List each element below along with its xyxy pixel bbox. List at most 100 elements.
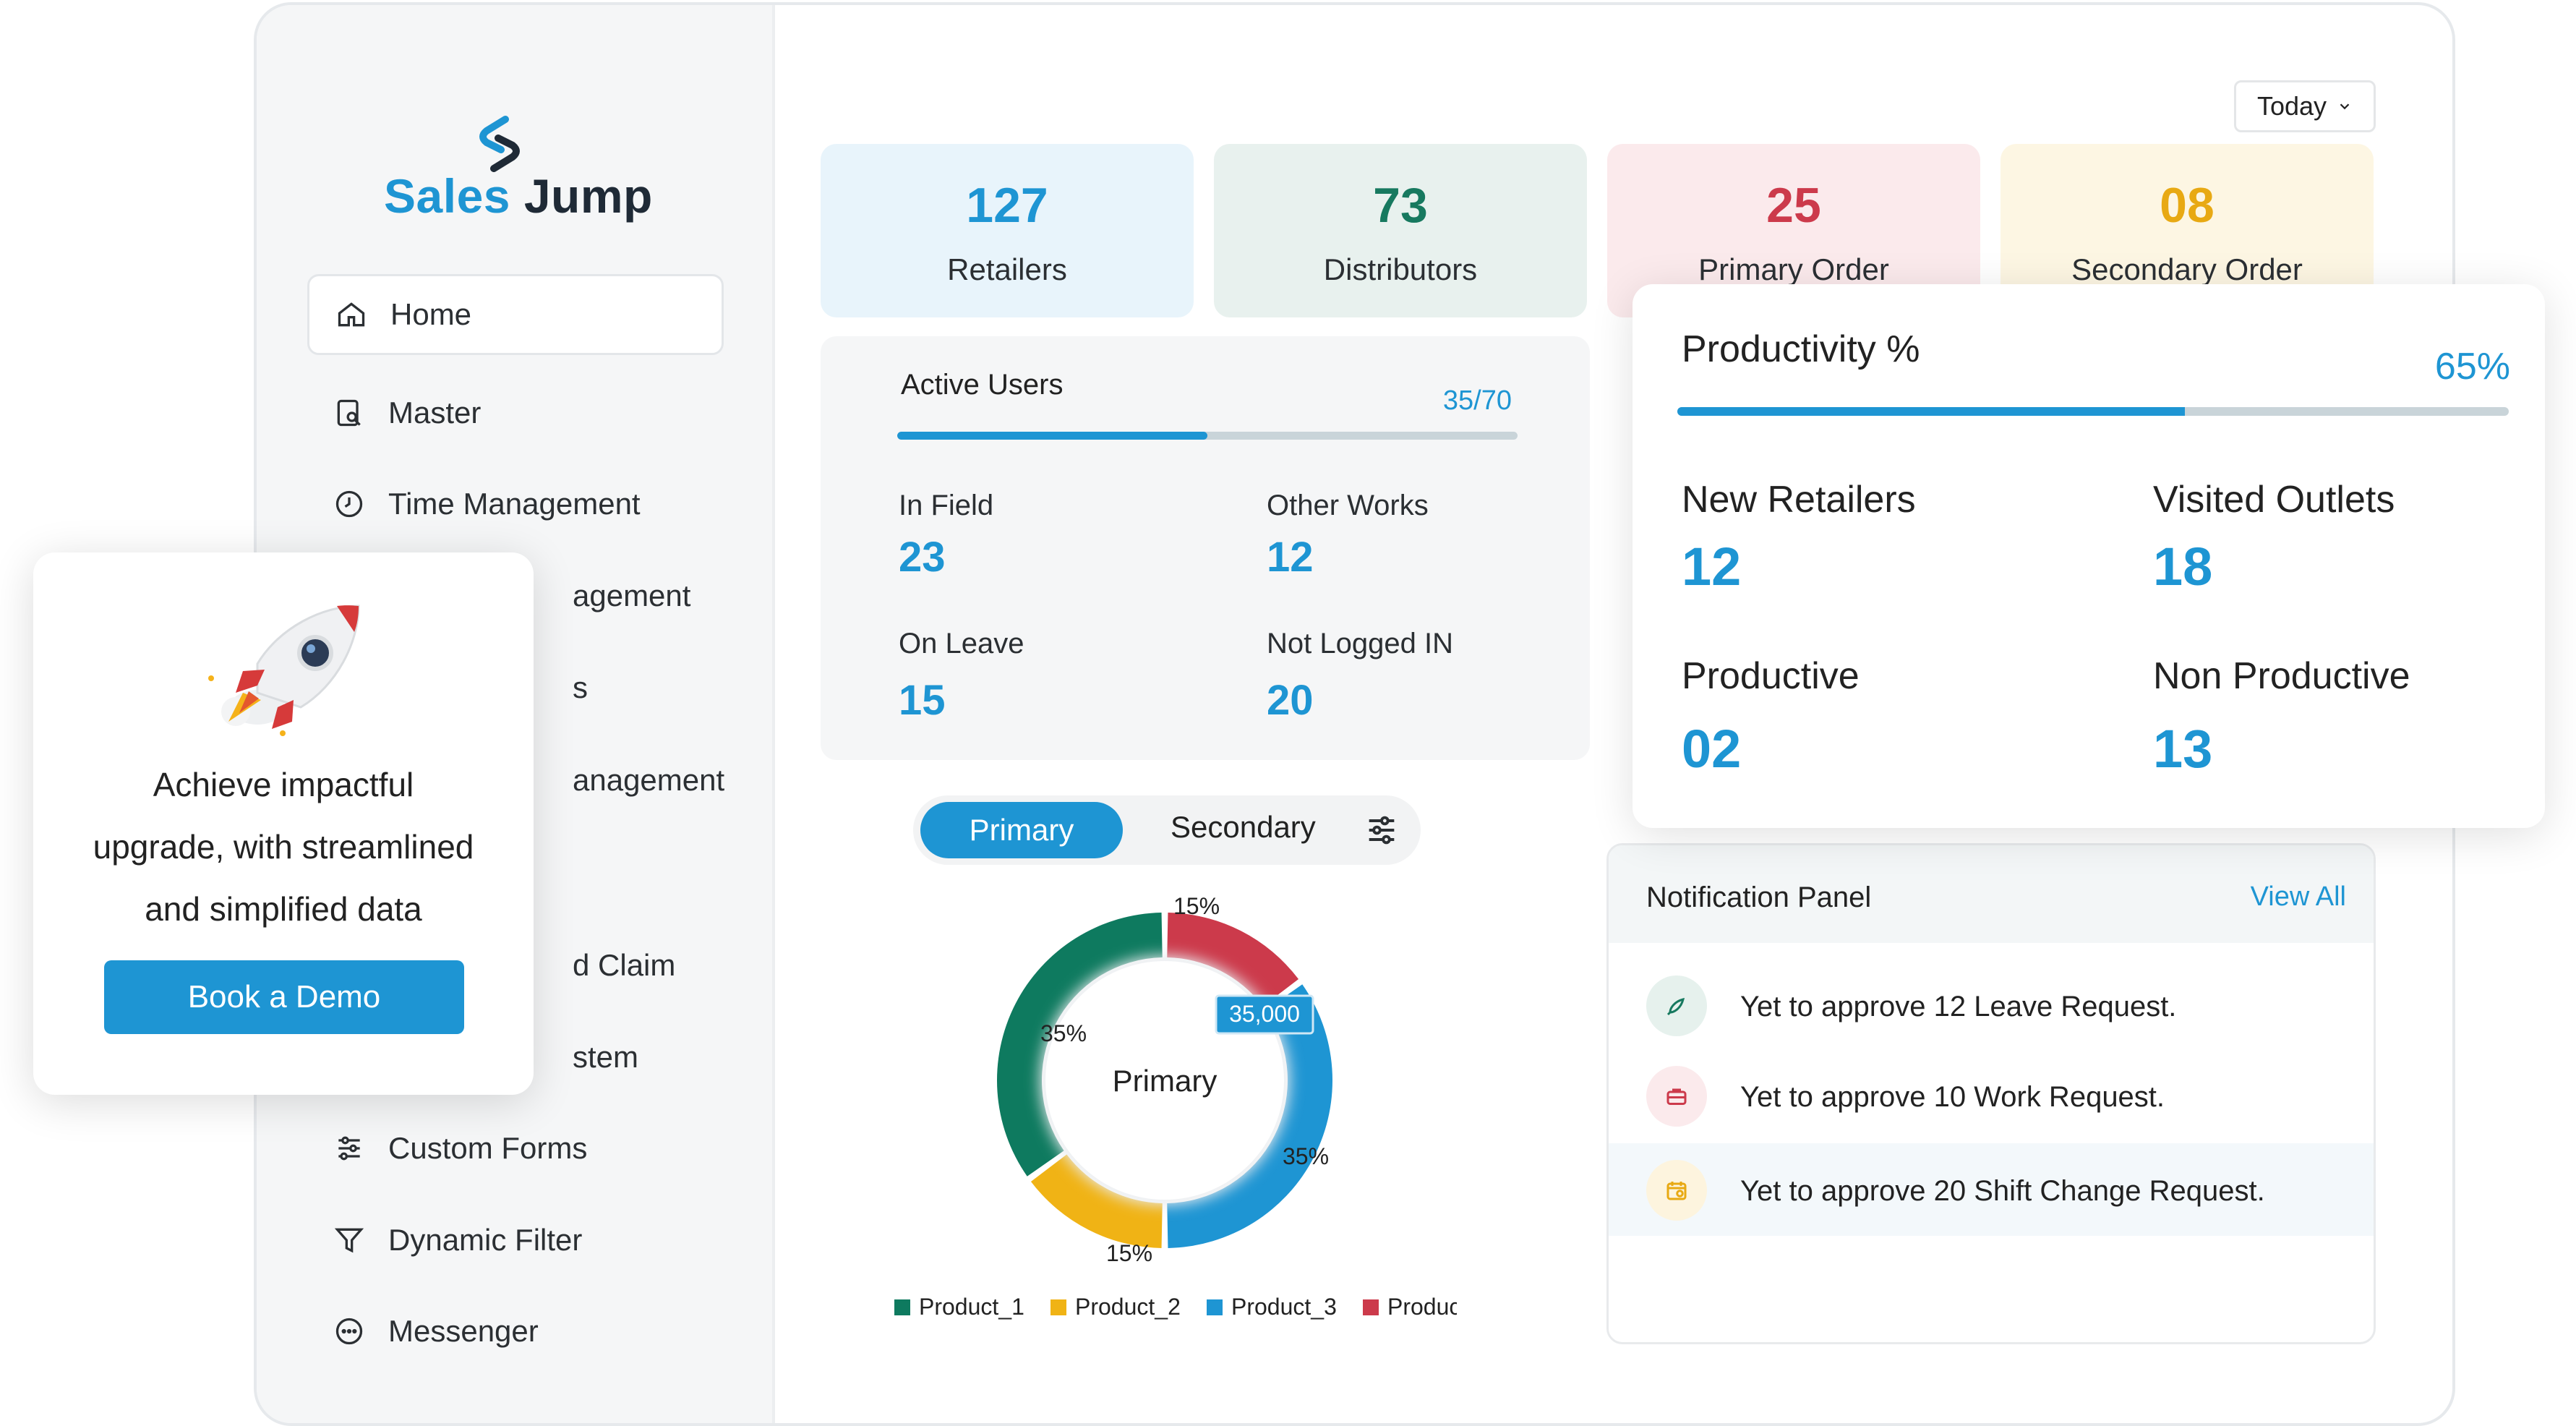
filter-settings-icon[interactable] (1363, 811, 1400, 849)
slice-label-product-1: 35% (1040, 1020, 1087, 1046)
stat-value: 25 (1766, 178, 1821, 233)
stat-value: 127 (966, 178, 1048, 233)
sidebar-item-partial-2[interactable]: s (307, 647, 724, 728)
stat-label: Distributors (1323, 252, 1478, 286)
productivity-progress (1677, 407, 2509, 416)
sidebar-item-messenger[interactable]: Messenger (307, 1291, 724, 1372)
notification-text: Yet to approve 10 Work Request. (1740, 1081, 2165, 1113)
notification-panel: Notification Panel View All Yet to appro… (1606, 843, 2376, 1344)
legend-label: Product_1 (919, 1294, 1024, 1320)
legend-label: Product_3 (1231, 1294, 1337, 1320)
toggle-primary[interactable]: Primary (920, 802, 1123, 858)
sidebar-item-label: Master (388, 396, 482, 430)
sliders-icon (332, 1131, 367, 1166)
stat-value: 73 (1373, 178, 1428, 233)
brand-part-1: Sales (384, 169, 510, 223)
donut-slice-product-4[interactable] (1167, 913, 1299, 1007)
notification-item[interactable]: Yet to approve 10 Work Request. (1609, 1049, 2374, 1142)
sidebar-item-partial-4[interactable]: d Claim (307, 925, 724, 1006)
active-users-progress (897, 432, 1518, 440)
productivity-card: Productivity % 65% New Retailers 12 Visi… (1633, 284, 2545, 828)
brand-part-2: Jump (510, 169, 653, 223)
active-users-title: Active Users (901, 369, 1064, 401)
logo-mark-icon (479, 116, 520, 172)
period-label: Today (2256, 91, 2327, 121)
sidebar-item-dynamic-filter[interactable]: Dynamic Filter (307, 1200, 724, 1281)
brand-logo[interactable]: Sales Jump (384, 168, 653, 223)
legend-label: Product_4 (1387, 1294, 1457, 1320)
sidebar-item-label: d Claim (573, 948, 676, 982)
sidebar-item-label: Home (390, 297, 472, 331)
home-icon (334, 297, 369, 332)
promo-line-3: and simplified data (145, 890, 422, 928)
stat-value: 08 (2160, 178, 2215, 233)
legend-swatch (1050, 1299, 1066, 1315)
calendar-icon (1646, 1160, 1707, 1221)
other-works-label: Other Works (1267, 490, 1429, 521)
sidebar-item-label: agement (573, 578, 691, 612)
active-users-ratio: 35/70 (1442, 385, 1512, 416)
visited-outlets-label: Visited Outlets (2153, 479, 2395, 521)
sidebar-item-label: stem (573, 1040, 639, 1074)
rocket-illustration-icon (208, 605, 360, 736)
productive-label: Productive (1682, 655, 1860, 697)
productive-value: 02 (1682, 719, 1742, 779)
progress-fill (897, 432, 1207, 440)
tooltip-value: 35,000 (1229, 1001, 1300, 1027)
stat-card-distributors[interactable]: 73 Distributors (1214, 144, 1587, 317)
sidebar-item-time-management[interactable]: Time Management (307, 464, 724, 545)
promo-line-1: Achieve impactful (153, 766, 414, 803)
chart-toggle: Primary Secondary (913, 795, 1421, 865)
sidebar-item-partial-1[interactable]: agement (307, 555, 724, 636)
sidebar-item-label: s (573, 670, 588, 704)
sidebar-item-home[interactable]: Home (307, 274, 724, 355)
promo-line-2: upgrade, with streamlined (93, 828, 474, 866)
notification-text: Yet to approve 20 Shift Change Request. (1740, 1175, 2265, 1207)
new-retailers-label: New Retailers (1682, 479, 1916, 521)
active-users-panel: Active Users 35/70 In Field 23 Other Wor… (821, 336, 1590, 760)
stat-card-retailers[interactable]: 127 Retailers (821, 144, 1194, 317)
donut-slice-product-1[interactable] (997, 913, 1163, 1177)
stat-label: Retailers (947, 252, 1067, 286)
productivity-percent: 65% (2434, 346, 2510, 388)
master-icon (332, 396, 367, 430)
on-leave-label: On Leave (899, 628, 1024, 659)
notification-item[interactable]: Yet to approve 12 Leave Request. (1609, 959, 2374, 1051)
message-icon (332, 1314, 367, 1349)
chart-center-label: Primary (1113, 1064, 1218, 1098)
clock-icon (332, 487, 367, 521)
sidebar-item-master[interactable]: Master (307, 372, 724, 453)
sidebar-item-partial-3[interactable]: anagement (307, 740, 724, 821)
view-all-link[interactable]: View All (2250, 881, 2346, 912)
sidebar-item-partial-5[interactable]: stem (307, 1017, 724, 1098)
rocket-icon (1646, 975, 1707, 1036)
notification-text: Yet to approve 12 Leave Request. (1740, 991, 2177, 1022)
new-retailers-value: 12 (1682, 537, 1742, 597)
sidebar-item-label: Time Management (388, 487, 641, 521)
promo-card: Achieve impactful upgrade, with streamli… (33, 552, 534, 1095)
notification-title: Notification Panel (1646, 881, 1872, 913)
progress-fill (1677, 407, 2185, 416)
legend-swatch (1363, 1299, 1379, 1315)
non-productive-value: 13 (2153, 719, 2213, 779)
notification-item[interactable]: Yet to approve 20 Shift Change Request. (1609, 1143, 2374, 1236)
not-logged-label: Not Logged IN (1267, 628, 1453, 659)
sidebar-item-label: anagement (573, 763, 725, 797)
sidebar-item-label: Dynamic Filter (388, 1223, 583, 1257)
donut-slice-product-3[interactable] (1167, 984, 1332, 1248)
briefcase-icon (1646, 1066, 1707, 1127)
sidebar-item-label: Messenger (388, 1314, 539, 1348)
non-productive-label: Non Productive (2153, 655, 2410, 697)
toggle-secondary[interactable]: Secondary (1171, 810, 1316, 844)
chevron-down-icon (2340, 103, 2350, 110)
productivity-title: Productivity % (1682, 328, 1920, 370)
donut-slice-product-2[interactable] (1030, 1154, 1163, 1248)
legend-label: Product_2 (1075, 1294, 1181, 1320)
tooltip-box: 35,000 (1215, 994, 1314, 1035)
promo-text: Achieve impactful upgrade, with streamli… (33, 753, 534, 940)
book-demo-button[interactable]: Book a Demo (104, 960, 464, 1034)
sidebar-item-custom-forms[interactable]: Custom Forms (307, 1108, 724, 1189)
legend-swatch (1207, 1299, 1223, 1315)
period-dropdown[interactable]: Today (2234, 80, 2376, 132)
slice-label-product-2: 15% (1106, 1240, 1152, 1266)
